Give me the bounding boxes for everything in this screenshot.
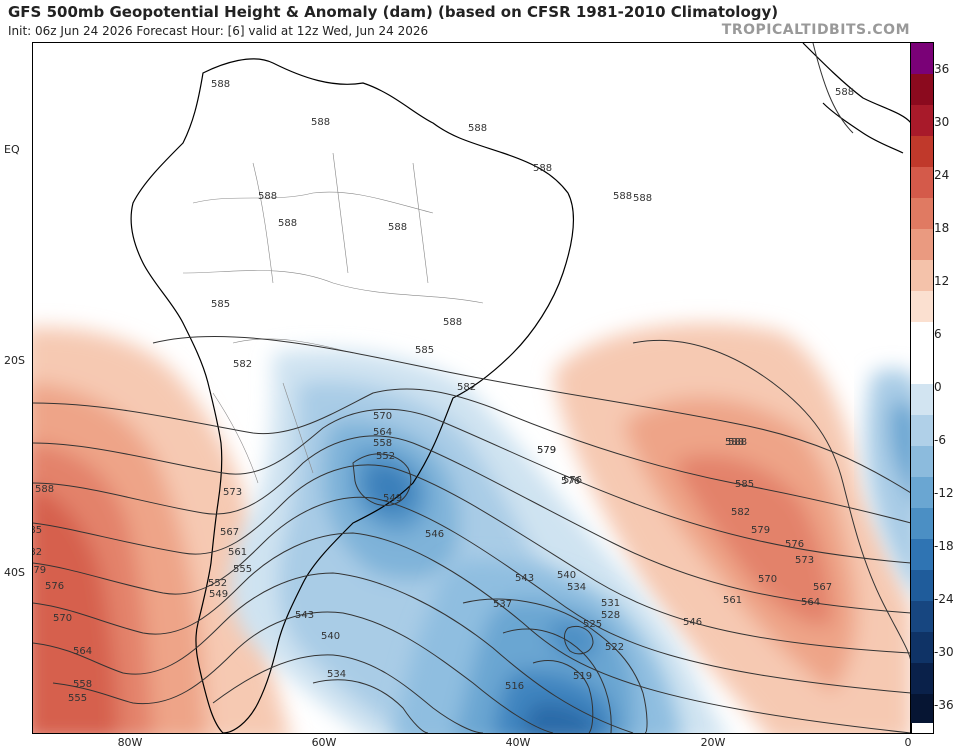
map-svg: 588 588 588 588 588 588 588 588 588 585 …	[33, 43, 911, 733]
contour-label: 516	[505, 681, 524, 692]
colorbar-label: 30	[934, 115, 950, 129]
coastlines	[130, 43, 911, 733]
positive-anomaly-atlantic	[553, 323, 911, 733]
contour-label: 579	[33, 565, 46, 576]
positive-anomaly-west	[33, 327, 290, 733]
contour-label: 540	[557, 570, 576, 581]
contour-label: 543	[295, 610, 314, 621]
contour-label: 555	[68, 693, 87, 704]
contour-label: 570	[758, 574, 777, 585]
contour-label: 582	[233, 359, 252, 370]
colorbar-label: -6	[934, 433, 946, 447]
contour-label: 537	[493, 599, 512, 610]
lon-label-0: 0	[904, 736, 912, 749]
colorbar-label: 24	[934, 168, 950, 182]
contour-label: 588	[388, 222, 407, 233]
chart-title: GFS 500mb Geopotential Height & Anomaly …	[8, 3, 779, 21]
contour-label: 582	[731, 507, 750, 518]
contour-label: 564	[73, 646, 92, 657]
contour-label: 576	[563, 475, 582, 486]
contour-label: 588	[443, 317, 462, 328]
colorbar-label: -24	[934, 592, 954, 606]
colorbar-label: -18	[934, 539, 954, 553]
contour-label: 561	[228, 547, 247, 558]
contour-label: 525	[583, 619, 602, 630]
contour-label: 534	[327, 669, 346, 680]
contour-label: 546	[425, 529, 444, 540]
lon-label-80w: 80W	[117, 736, 143, 749]
contour-label: 585	[33, 525, 42, 536]
chart-subtitle: Init: 06z Jun 24 2026 Forecast Hour: [6]…	[8, 24, 429, 38]
contour-label: 558	[373, 438, 392, 449]
contour-label: 588	[533, 163, 552, 174]
contour-label: 570	[53, 613, 72, 624]
contour-label: 567	[813, 582, 832, 593]
contour-label: 534	[567, 582, 586, 593]
contour-label: 546	[683, 617, 702, 628]
contour-label: 549	[383, 493, 402, 504]
colorbar-label: 0	[934, 380, 942, 394]
contour-label: 588	[835, 87, 854, 98]
contour-label: 576	[45, 581, 64, 592]
contour-label: 564	[801, 597, 820, 608]
colorbar-label: -36	[934, 698, 954, 712]
lat-label-40s: 40S	[4, 566, 25, 579]
contour-label: 588	[728, 437, 747, 448]
colorbar-label: 12	[934, 274, 950, 288]
colorbar-label: 6	[934, 327, 942, 341]
colorbar	[910, 42, 934, 734]
contour-label: 579	[537, 445, 556, 456]
colorbar-label: -30	[934, 645, 954, 659]
contour-label: 570	[373, 411, 392, 422]
lat-label-eq: EQ	[4, 143, 20, 156]
lon-label-20w: 20W	[700, 736, 726, 749]
contour-label: 549	[209, 589, 228, 600]
lon-label-40w: 40W	[505, 736, 531, 749]
map-panel: 588 588 588 588 588 588 588 588 588 585 …	[32, 42, 912, 734]
height-contours	[33, 43, 911, 733]
contour-label: 582	[33, 547, 42, 558]
contour-label: 588	[278, 218, 297, 229]
colorbar-label: -12	[934, 486, 954, 500]
contour-label: 543	[515, 573, 534, 584]
colorbar-label: 36	[934, 62, 950, 76]
contour-label: 519	[573, 671, 592, 682]
contour-label: 564	[373, 427, 392, 438]
contour-label: 552	[376, 451, 395, 462]
contour-label-group: 588 588 588 588 588 588 588 588 588 585 …	[33, 79, 854, 704]
contour-label: 588	[633, 193, 652, 204]
colorbar-label: 18	[934, 221, 950, 235]
contour-label: 531	[601, 598, 620, 609]
contour-label: 567	[220, 527, 239, 538]
contour-label: 588	[725, 437, 744, 448]
contour-label: 576	[785, 539, 804, 550]
contour-label: 522	[605, 642, 624, 653]
contour-label: 588	[211, 79, 230, 90]
borders	[182, 152, 484, 484]
contour-label: 579	[751, 525, 770, 536]
contour-label: 588	[35, 484, 54, 495]
contour-label: 585	[415, 345, 434, 356]
contour-label: 588	[258, 191, 277, 202]
site-credit: TROPICALTIDBITS.COM	[721, 22, 910, 38]
contour-label: 585	[735, 479, 754, 490]
contour-label: 573	[795, 555, 814, 566]
contour-label: 579	[537, 445, 556, 456]
contour-label: 573	[223, 487, 242, 498]
lat-label-20s: 20S	[4, 354, 25, 367]
contour-label: 582	[457, 382, 476, 393]
contour-label: 588	[613, 191, 632, 202]
contour-label: 585	[211, 299, 230, 310]
contour-label: 558	[73, 679, 92, 690]
contour-label: 552	[208, 578, 227, 589]
lon-label-60w: 60W	[311, 736, 337, 749]
contour-label: 576	[561, 476, 580, 487]
contour-label: 588	[311, 117, 330, 128]
contour-label: 540	[321, 631, 340, 642]
contour-label: 555	[233, 564, 252, 575]
contour-label: 561	[723, 595, 742, 606]
contour-label: 528	[601, 610, 620, 621]
contour-label: 588	[468, 123, 487, 134]
